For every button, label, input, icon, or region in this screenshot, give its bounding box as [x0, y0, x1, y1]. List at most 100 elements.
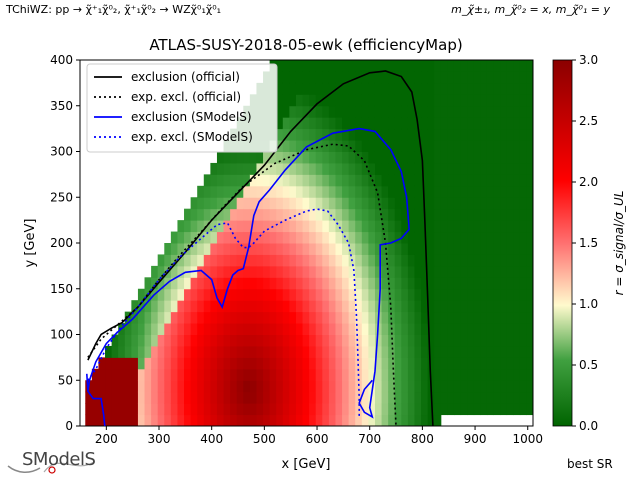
heatmap-cell — [526, 140, 534, 152]
heatmap-cell — [282, 311, 290, 324]
heatmap-cell — [223, 403, 231, 416]
heatmap-cell — [216, 368, 225, 381]
heatmap-cell — [315, 128, 323, 141]
heatmap-cell — [526, 288, 534, 301]
heatmap-cell — [427, 357, 435, 370]
heatmap-cell — [473, 140, 481, 152]
colorbar-tick-label: 2.0 — [579, 175, 598, 189]
heatmap-cell — [440, 220, 448, 233]
heatmap-cell — [131, 414, 139, 427]
heatmap-cell — [302, 243, 310, 255]
heatmap-cell — [315, 357, 323, 370]
heatmap-cell — [467, 368, 475, 381]
heatmap-cell — [394, 300, 402, 313]
heatmap-cell — [394, 231, 402, 244]
heatmap-cell — [506, 345, 514, 358]
heatmap-cell — [493, 140, 501, 152]
heatmap-cell — [434, 94, 442, 107]
heatmap-cell — [427, 117, 435, 130]
heatmap-cell — [243, 345, 251, 358]
heatmap-cell — [184, 277, 192, 290]
heatmap-cell — [315, 220, 323, 233]
heatmap-cell — [440, 71, 448, 84]
heatmap-cell — [460, 323, 468, 335]
heatmap-cell — [236, 380, 244, 393]
legend-entry: exclusion (SModelS) — [131, 110, 252, 124]
heatmap-cell — [407, 174, 415, 187]
heatmap-cell — [519, 380, 527, 393]
heatmap-cell — [230, 311, 238, 324]
heatmap-cell — [460, 311, 468, 324]
heatmap-cell — [151, 265, 159, 278]
heatmap-cell — [513, 162, 521, 175]
heatmap-cell — [368, 277, 376, 290]
heatmap-cell — [421, 403, 429, 416]
heatmap-cell — [282, 345, 290, 358]
heatmap-cell — [315, 403, 323, 416]
heatmap-cell — [190, 311, 198, 324]
colorbar-tick-label: 0.5 — [579, 358, 598, 372]
heatmap-cell — [500, 300, 508, 313]
heatmap-cell — [381, 414, 389, 427]
heatmap-cell — [434, 185, 442, 198]
heatmap-cell — [453, 174, 462, 187]
heatmap-cell — [388, 403, 396, 416]
heatmap-cell — [434, 334, 442, 347]
heatmap-cell — [500, 174, 508, 187]
heatmap-cell — [190, 231, 198, 244]
heatmap-cell — [447, 391, 455, 404]
heatmap-cell — [289, 311, 297, 324]
heatmap-cell — [414, 300, 422, 313]
colorbar-tick-label: 1.5 — [579, 236, 598, 250]
heatmap-cell — [328, 220, 336, 233]
heatmap-cell — [276, 174, 284, 187]
heatmap-cell — [177, 334, 185, 347]
heatmap-cell — [335, 71, 343, 84]
heatmap-cell — [427, 128, 435, 141]
heatmap-cell — [309, 277, 317, 290]
heatmap-cell — [440, 323, 448, 335]
heatmap-cell — [374, 94, 383, 107]
heatmap-cell — [118, 391, 126, 404]
heatmap-cell — [230, 277, 238, 290]
heatmap-cell — [401, 128, 409, 141]
heatmap-cell — [315, 140, 323, 152]
heatmap-cell — [453, 265, 462, 278]
heatmap-cell — [526, 391, 534, 404]
heatmap-cell — [164, 323, 172, 335]
heatmap-cell — [230, 414, 238, 427]
heatmap-cell — [480, 277, 488, 290]
heatmap-cell — [348, 403, 356, 416]
colorbar — [552, 59, 573, 427]
heatmap-cell — [236, 391, 244, 404]
heatmap-cell — [460, 391, 468, 404]
heatmap-cell — [190, 368, 198, 381]
heatmap-cell — [355, 82, 363, 95]
heatmap-cell — [460, 117, 468, 130]
heatmap-cell — [473, 185, 481, 198]
heatmap-cell — [263, 380, 271, 393]
heatmap-cell — [513, 82, 521, 95]
heatmap-cell — [355, 414, 363, 427]
best-sr-label: best SR — [567, 457, 613, 471]
heatmap-cell — [335, 208, 343, 221]
heatmap-cell — [388, 140, 396, 152]
heatmap-cell — [124, 323, 132, 335]
heatmap-cell — [184, 311, 192, 324]
heatmap-cell — [519, 94, 527, 107]
heatmap-cell — [368, 345, 376, 358]
heatmap-cell — [460, 82, 468, 95]
heatmap-cell — [348, 82, 356, 95]
heatmap-cell — [197, 380, 205, 393]
heatmap-cell — [170, 414, 178, 427]
heatmap-cell — [440, 254, 448, 267]
heatmap-cell — [368, 311, 376, 324]
heatmap-cell — [407, 345, 415, 358]
heatmap-cell — [322, 140, 330, 152]
heatmap-cell — [151, 391, 159, 404]
heatmap-cell — [190, 334, 198, 347]
heatmap-cell — [282, 140, 290, 152]
heatmap-cell — [276, 71, 284, 84]
exclusion-smodels-line — [86, 127, 411, 427]
heatmap-cell — [453, 357, 462, 370]
